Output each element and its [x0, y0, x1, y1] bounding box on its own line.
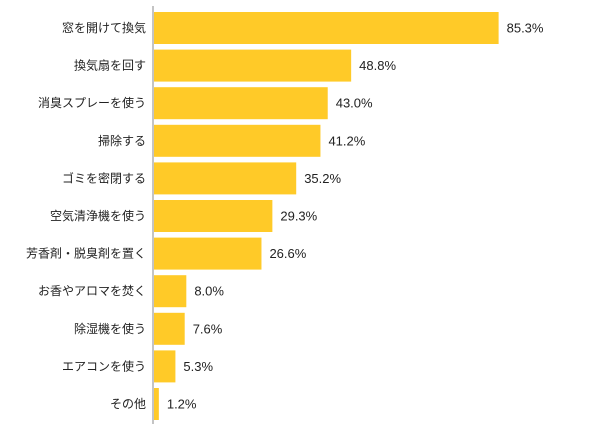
bar-7 [154, 275, 187, 308]
category-label-10: その他 [110, 397, 146, 411]
bar-5 [154, 200, 273, 232]
bar-1 [154, 49, 352, 82]
value-label-4: 35.2% [304, 171, 341, 186]
category-labels-group: 窓を開けて換気換気扇を回す消臭スプレーを使う掃除するゴミを密閉する空気清浄機を使… [26, 20, 146, 411]
category-label-1: 換気扇を回す [74, 58, 146, 73]
bars-group [154, 12, 499, 420]
category-label-5: 空気清浄機を使う [50, 208, 146, 223]
bar-3 [154, 124, 321, 157]
category-label-7: お香やアロマを焚く [38, 284, 146, 298]
category-label-2: 消臭スプレーを使う [38, 95, 146, 110]
category-label-3: 掃除する [98, 133, 146, 148]
value-label-10: 1.2% [167, 397, 197, 412]
value-label-6: 26.6% [269, 246, 306, 261]
bar-8 [154, 312, 185, 345]
value-label-0: 85.3% [507, 21, 544, 36]
category-label-4: ゴミを密閉する [62, 170, 146, 185]
bar-10 [154, 388, 159, 420]
category-label-9: エアコンを使う [62, 358, 146, 373]
bar-9 [154, 350, 176, 383]
value-label-9: 5.3% [183, 359, 213, 374]
value-label-5: 29.3% [280, 209, 317, 224]
bar-4 [154, 162, 297, 195]
value-label-8: 7.6% [193, 321, 223, 336]
value-label-3: 41.2% [328, 133, 365, 148]
value-label-1: 48.8% [359, 58, 396, 73]
category-label-6: 芳香剤・脱臭剤を置く [26, 246, 146, 261]
value-label-7: 8.0% [194, 284, 224, 299]
value-label-2: 43.0% [336, 96, 373, 111]
bar-0 [154, 12, 499, 44]
category-label-0: 窓を開けて換気 [62, 20, 146, 35]
bar-6 [154, 237, 262, 270]
bar-2 [154, 87, 328, 120]
value-labels-group: 85.3% 48.8% 43.0% 41.2% 35.2% 29.3% 26.6% 8.0% 7… [167, 21, 544, 412]
category-label-8: 除湿機を使う [74, 321, 146, 336]
